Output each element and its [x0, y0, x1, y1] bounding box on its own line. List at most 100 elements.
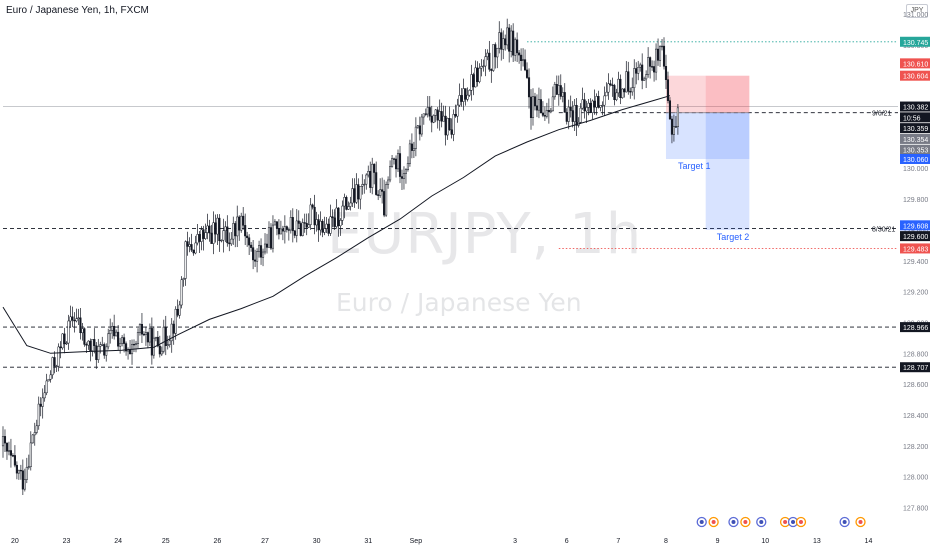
candle-body — [172, 323, 175, 334]
candle-body — [631, 87, 634, 93]
event-marker-dot — [759, 520, 764, 524]
candle-body — [119, 342, 122, 347]
x-tick-label: Sep — [410, 538, 423, 545]
candle-body — [113, 325, 116, 337]
candle-body — [297, 220, 300, 224]
candle-body — [89, 340, 92, 352]
candle-body — [246, 235, 249, 239]
price-label-bg — [900, 101, 930, 112]
candle-body — [508, 27, 511, 52]
candle-body — [595, 96, 598, 108]
candle-body — [182, 278, 185, 280]
candle-body — [238, 216, 241, 231]
candle-body — [67, 320, 70, 344]
candle-body — [662, 45, 666, 67]
candle-body — [500, 32, 503, 50]
candle-body — [180, 279, 183, 306]
candle-body — [13, 455, 16, 466]
candle-body — [19, 469, 22, 472]
candle-body — [214, 222, 217, 235]
candle-body — [31, 434, 34, 444]
candle-body — [625, 71, 628, 93]
price-label-bg — [900, 231, 930, 242]
candle-body — [256, 251, 259, 262]
candle-body — [422, 113, 425, 118]
price-label: 130.353 — [903, 148, 928, 155]
candle-body — [674, 126, 677, 128]
candle-body — [1, 436, 5, 447]
candle-body — [51, 357, 54, 376]
candle-body — [537, 99, 541, 111]
x-tick-label: 30 — [313, 538, 321, 545]
candle-body — [660, 45, 664, 48]
candle-body — [144, 332, 147, 335]
candle-body — [404, 169, 408, 174]
candle-body — [11, 455, 14, 457]
candle-body — [502, 38, 505, 50]
candle-body — [389, 166, 392, 181]
candle-body — [396, 153, 400, 170]
candle-body — [335, 207, 338, 227]
candle-body — [164, 326, 167, 346]
currency-button[interactable]: JPY — [906, 4, 928, 18]
price-label: 130.060 — [903, 157, 928, 164]
candle-body — [591, 100, 594, 113]
candle-body — [263, 243, 267, 253]
candle-body — [434, 109, 437, 116]
candle-body — [391, 158, 394, 167]
candle-body — [512, 30, 515, 56]
candle-body — [134, 343, 138, 345]
moving-average-line — [2, 95, 671, 354]
candle-body — [539, 99, 542, 114]
candle-body — [486, 52, 489, 58]
event-marker-dot — [711, 520, 716, 524]
candle-body — [541, 112, 544, 116]
candle-body — [353, 188, 356, 203]
candle-body — [301, 222, 304, 236]
candle-body — [657, 48, 660, 61]
candle-body — [178, 304, 181, 316]
candle-body — [531, 96, 535, 119]
hline-date-label: 9/6/21 — [872, 111, 892, 118]
candle-body — [543, 115, 546, 117]
target-zone-2 — [705, 158, 750, 230]
candle-body — [615, 92, 618, 100]
y-tick-label: 128.600 — [903, 382, 928, 389]
candle-body — [587, 102, 590, 108]
price-label: 128.707 — [903, 365, 928, 372]
candle-body — [385, 184, 388, 216]
candle-body — [349, 202, 352, 207]
chart-title: Euro / Japanese Yen, 1h, FXCM — [6, 5, 149, 16]
event-marker-dot — [842, 520, 847, 524]
candle-body — [579, 107, 582, 123]
x-tick-label: 27 — [261, 538, 269, 545]
candle-body — [535, 105, 539, 111]
candle-body — [47, 378, 50, 382]
candle-body — [258, 245, 261, 252]
candle-body — [670, 118, 673, 135]
candle-body — [472, 74, 475, 88]
candle-body — [15, 464, 18, 474]
candle-body — [103, 344, 106, 356]
candle-body — [345, 197, 348, 210]
candle-body — [170, 323, 173, 342]
event-marker-dot — [858, 520, 863, 524]
candle-body — [408, 143, 411, 164]
candle-body — [474, 67, 477, 88]
y-tick-label: 129.400 — [903, 259, 928, 266]
event-marker-dot — [798, 520, 803, 524]
candle-body — [468, 90, 471, 96]
price-label: 130.745 — [903, 40, 928, 47]
price-label: 130.604 — [903, 74, 928, 81]
price-label-bg — [900, 322, 930, 333]
candle-body — [138, 324, 142, 333]
y-tick-label: 129.800 — [903, 197, 928, 204]
candle-body — [210, 232, 213, 244]
candle-body — [611, 84, 614, 86]
candle-body — [458, 95, 461, 106]
x-tick-label: 20 — [11, 538, 19, 545]
candle-body — [260, 245, 263, 258]
candle-body — [295, 220, 298, 236]
candle-body — [478, 67, 481, 82]
